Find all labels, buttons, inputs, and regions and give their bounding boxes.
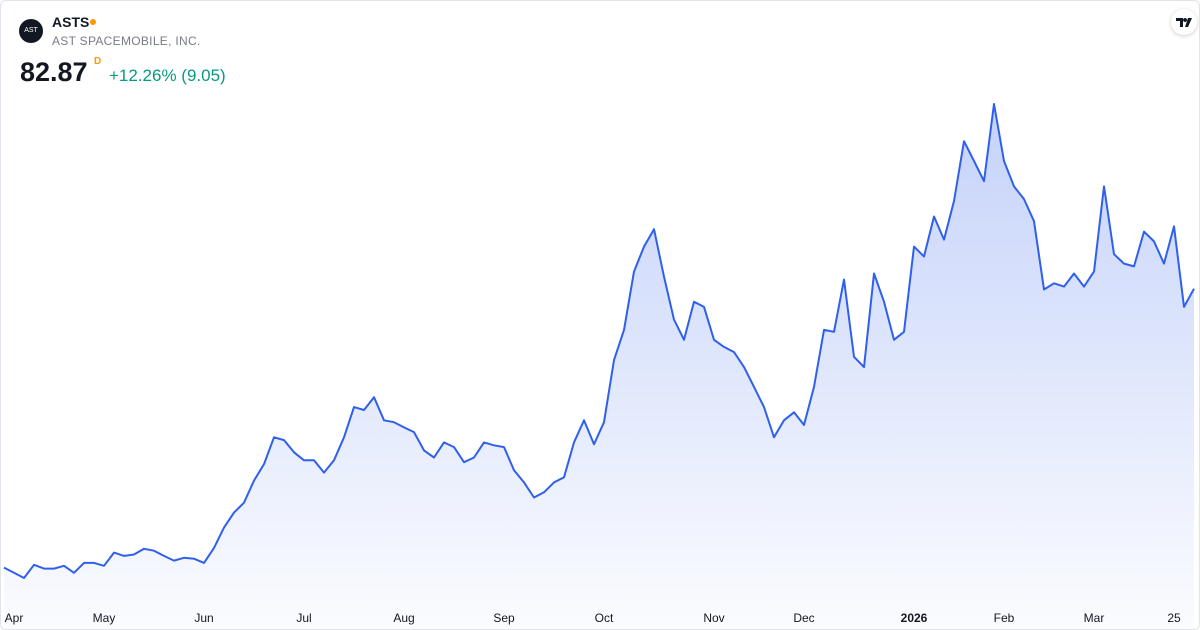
x-tick-label: Mar [1084,611,1105,625]
x-tick-label: Nov [703,611,724,625]
area-fill [4,104,1194,629]
company: AST SPACEMOBILE, INC. [52,34,201,48]
price-line [3,103,1195,579]
change: +12.26% (9.05) [109,66,226,85]
x-tick-label: Apr [5,611,24,625]
status-dot [90,19,96,25]
x-tick-label: Jul [296,611,311,625]
x-tick-label: 25 [1167,611,1181,625]
tv-logo[interactable] [1171,9,1197,35]
x-tick-label: May [93,611,116,625]
x-tick-label: 2026 [901,611,928,625]
interval: D [94,56,102,67]
tv-logo-icon [1176,18,1192,27]
x-tick-label: Oct [595,611,614,625]
symbol: ASTS [52,14,90,30]
x-tick-label: Jun [194,611,213,625]
logo: AST [19,19,43,43]
x-tick-label: Feb [994,611,1015,625]
x-tick-label: Sep [493,611,515,625]
x-tick-label: Aug [393,611,414,625]
x-tick-label: Dec [793,611,814,625]
price: 82.87 [20,57,88,87]
